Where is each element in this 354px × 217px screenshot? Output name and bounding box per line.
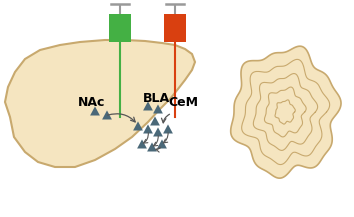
Bar (164, 14, 186, 42)
Polygon shape (153, 104, 163, 113)
Polygon shape (90, 106, 100, 115)
Bar (109, 14, 131, 42)
Polygon shape (5, 40, 195, 167)
Polygon shape (157, 139, 167, 148)
Text: BLA: BLA (143, 92, 170, 105)
Text: CeM: CeM (168, 96, 198, 109)
Polygon shape (147, 142, 157, 151)
Polygon shape (153, 127, 163, 136)
Polygon shape (163, 124, 173, 133)
Polygon shape (143, 101, 153, 110)
Polygon shape (133, 121, 143, 130)
Polygon shape (137, 139, 147, 148)
Polygon shape (150, 116, 160, 125)
Polygon shape (102, 110, 112, 120)
Text: NAc: NAc (78, 96, 105, 109)
Polygon shape (231, 46, 341, 178)
Polygon shape (143, 124, 153, 133)
